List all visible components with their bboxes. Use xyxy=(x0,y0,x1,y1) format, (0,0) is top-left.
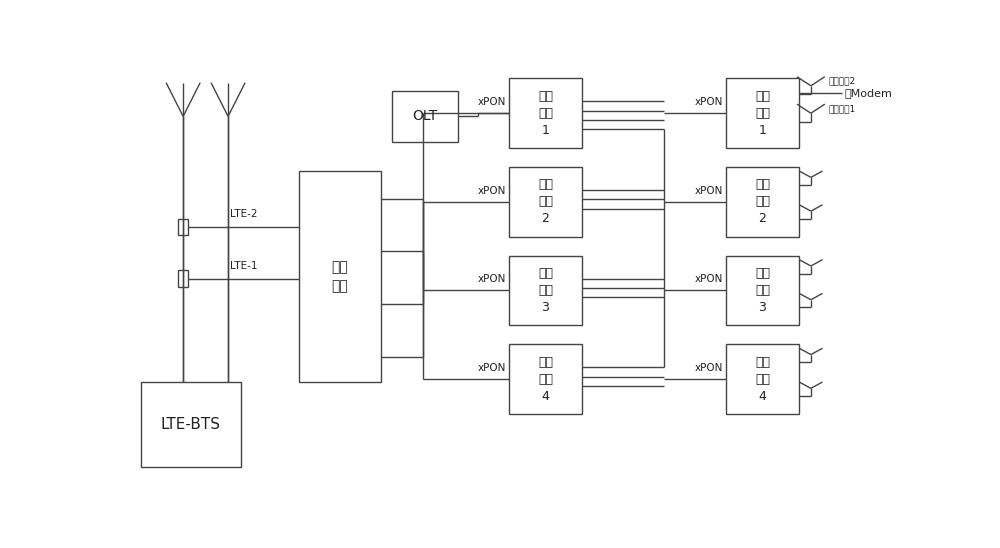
Text: 扩展
单元
2: 扩展 单元 2 xyxy=(538,178,553,225)
Bar xyxy=(299,171,381,383)
Text: xPON: xPON xyxy=(695,363,723,373)
Text: 扩展
单元
4: 扩展 单元 4 xyxy=(538,356,553,403)
Text: xPON: xPON xyxy=(478,274,506,284)
Text: xPON: xPON xyxy=(695,274,723,284)
Text: 重发天线1: 重发天线1 xyxy=(829,104,856,113)
Text: xPON: xPON xyxy=(478,363,506,373)
Bar xyxy=(509,344,582,414)
Text: 远端
单元
1: 远端 单元 1 xyxy=(755,90,770,137)
Text: xPON: xPON xyxy=(695,97,723,107)
Bar xyxy=(509,167,582,237)
Text: xPON: xPON xyxy=(695,186,723,196)
Text: OLT: OLT xyxy=(413,110,438,123)
Bar xyxy=(392,91,458,142)
Bar xyxy=(726,344,799,414)
Text: xPON: xPON xyxy=(478,186,506,196)
Bar xyxy=(726,167,799,237)
Text: xPON: xPON xyxy=(478,97,506,107)
Text: 扩展
单元
3: 扩展 单元 3 xyxy=(538,267,553,314)
Text: 扩展
单元
1: 扩展 单元 1 xyxy=(538,90,553,137)
Bar xyxy=(509,78,582,148)
Text: LTE-BTS: LTE-BTS xyxy=(161,417,221,432)
Text: 远端
单元
4: 远端 单元 4 xyxy=(755,356,770,403)
Bar xyxy=(140,383,241,467)
Text: 光Modem: 光Modem xyxy=(844,88,892,98)
Text: 近端
单元: 近端 单元 xyxy=(332,260,348,293)
Text: LTE-1: LTE-1 xyxy=(230,261,257,271)
Bar xyxy=(178,219,188,236)
Text: 远端
单元
3: 远端 单元 3 xyxy=(755,267,770,314)
Bar xyxy=(726,78,799,148)
Text: 远端
单元
2: 远端 单元 2 xyxy=(755,178,770,225)
Text: 重发天线2: 重发天线2 xyxy=(829,77,856,85)
Bar xyxy=(509,255,582,326)
Text: LTE-2: LTE-2 xyxy=(230,209,257,219)
Bar xyxy=(178,270,188,287)
Bar xyxy=(726,255,799,326)
